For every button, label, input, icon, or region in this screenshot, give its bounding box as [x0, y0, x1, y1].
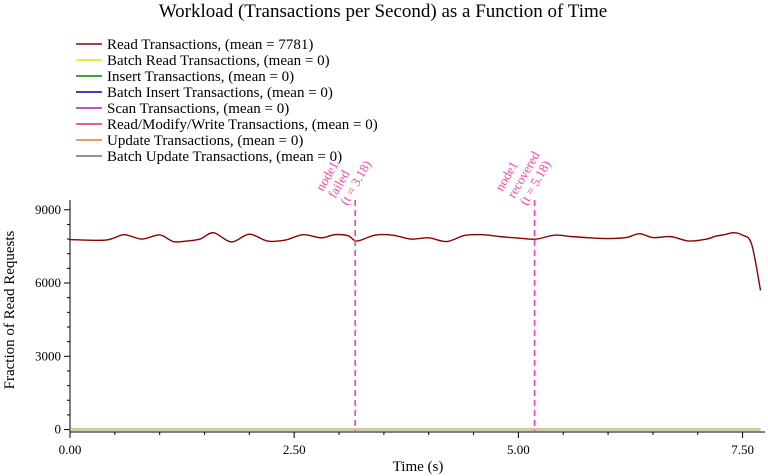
legend-label: Read Transactions, (mean = 7781): [107, 37, 313, 53]
x-tick-label: 2.50: [283, 442, 306, 457]
legend-label: Read/Modify/Write Transactions, (mean = …: [107, 117, 378, 133]
legend-label: Insert Transactions, (mean = 0): [107, 69, 294, 85]
legend-label: Batch Insert Transactions, (mean = 0): [107, 85, 333, 101]
legend-label: Update Transactions, (mean = 0): [107, 133, 303, 149]
y-tick-label: 6000: [35, 275, 61, 290]
x-axis-label: Time (s): [393, 459, 444, 475]
legend-label: Batch Read Transactions, (mean = 0): [107, 53, 330, 69]
x-tick-label: 7.50: [731, 442, 754, 457]
chart-title: Workload (Transactions per Second) as a …: [159, 1, 607, 22]
legend: Read Transactions, (mean = 7781)Batch Re…: [76, 37, 378, 165]
y-tick-label: 3000: [35, 348, 61, 363]
x-tick-label: 5.00: [507, 442, 530, 457]
legend-label: Batch Update Transactions, (mean = 0): [107, 149, 342, 165]
y-tick-label: 0: [55, 422, 62, 437]
legend-label: Scan Transactions, (mean = 0): [107, 101, 289, 117]
x-tick-label: 0.00: [59, 442, 82, 457]
y-axis-label: Fraction of Read Requests: [2, 230, 18, 389]
y-tick-label: 9000: [35, 202, 61, 217]
series-line: [69, 232, 762, 291]
